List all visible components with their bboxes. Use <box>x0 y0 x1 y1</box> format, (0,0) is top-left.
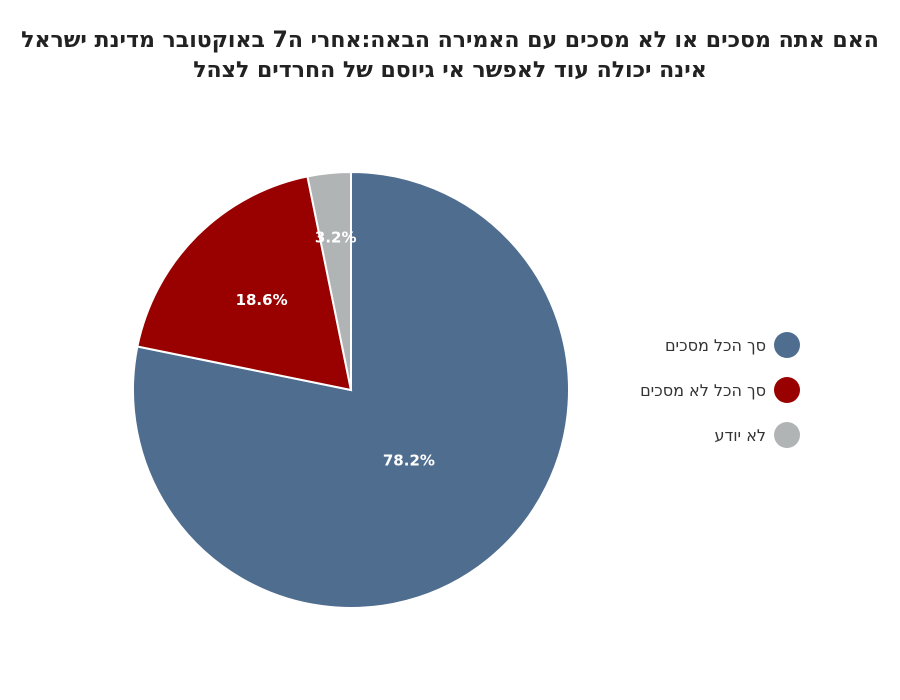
chart-legend: סך הכל מסכים סך הכל לא מסכים לא יודע <box>600 328 800 463</box>
data-label-dont-know: 3.2% <box>315 229 357 247</box>
chart-title-line-2: אינה יכולה עוד לאפשר אי גיוסם של החרדים … <box>193 58 707 83</box>
data-label-disagree: 18.6% <box>236 291 288 309</box>
legend-item-agree[interactable]: סך הכל מסכים <box>600 328 800 362</box>
pie-slice-disagree[interactable] <box>136 175 353 392</box>
legend-swatch-disagree <box>774 377 800 403</box>
legend-swatch-dont-know <box>774 422 800 448</box>
chart-title-line-1: האם אתה מסכים או לא מסכים עם האמירה הבאה… <box>21 28 879 53</box>
legend-label-dont-know: לא יודע <box>714 425 766 445</box>
legend-item-dont-know[interactable]: לא יודע <box>600 418 800 452</box>
legend-item-disagree[interactable]: סך הכל לא מסכים <box>600 373 800 407</box>
pie-slices <box>132 170 570 609</box>
legend-label-agree: סך הכל מסכים <box>664 335 766 355</box>
legend-swatch-agree <box>774 332 800 358</box>
pie-slice-dont-know[interactable] <box>306 170 352 391</box>
pie-data-labels: 78.2% 18.6% 3.2% <box>236 229 435 470</box>
data-label-agree: 78.2% <box>383 451 435 469</box>
chart-title: האם אתה מסכים או לא מסכים עם האמירה הבאה… <box>20 26 880 86</box>
legend-label-disagree: סך הכל לא מסכים <box>640 380 766 400</box>
